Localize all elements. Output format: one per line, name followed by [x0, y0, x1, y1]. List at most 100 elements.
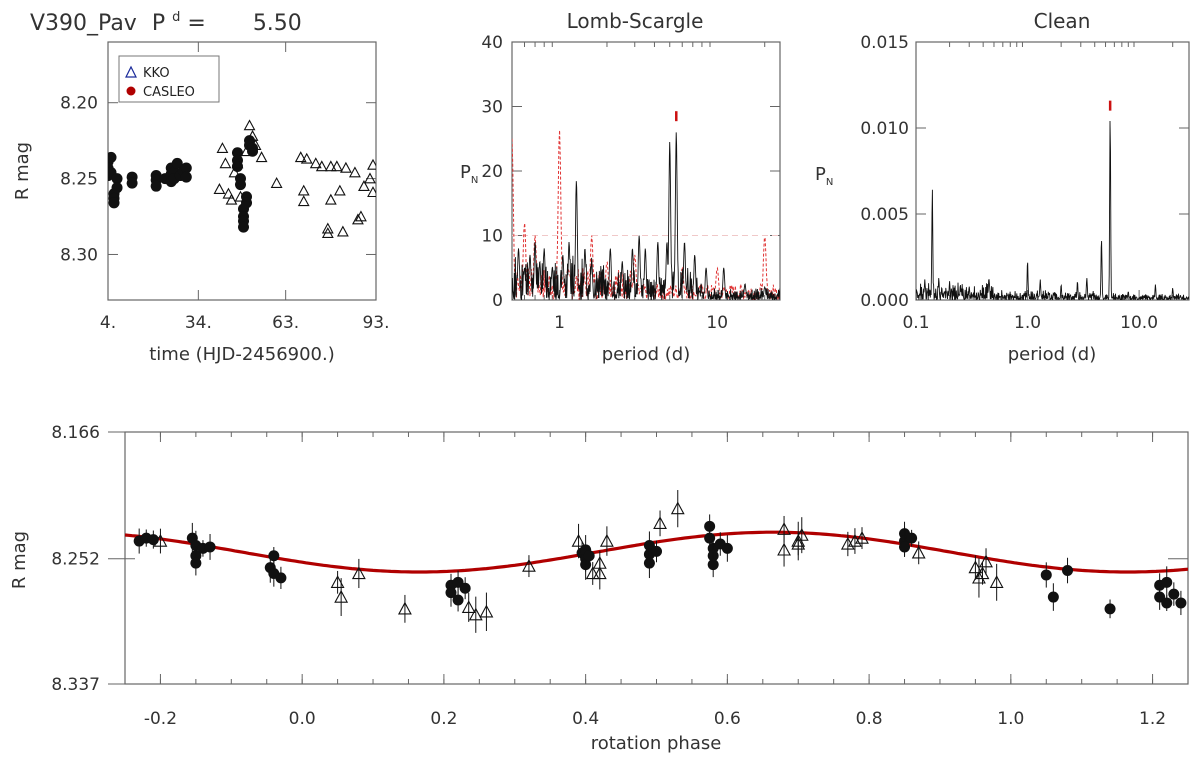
casleo-phase-point: [1161, 597, 1173, 609]
kko-point: [336, 225, 349, 237]
casleo-point: [111, 173, 123, 185]
light-curve-ytick-label: 8.30: [60, 245, 98, 265]
kko-point: [228, 166, 241, 178]
casleo-phase-point: [1040, 569, 1052, 581]
casleo-phase-point: [147, 534, 159, 546]
light-curve-xlabel: time (HJD-2456900.): [149, 344, 335, 365]
kko-phase-point: [599, 533, 614, 547]
casleo-phase-point: [445, 587, 457, 599]
kko-phase-point: [571, 533, 586, 547]
lomb-scargle-ytick-label: 30: [481, 98, 503, 118]
lomb-scargle-ytick-label: 0: [492, 291, 503, 311]
kko-phase-point: [972, 570, 986, 584]
phase-xtick-label: -0.2: [144, 709, 177, 729]
kko-point: [333, 184, 346, 196]
casleo-phase-point: [643, 557, 655, 569]
clean-xtick-label: 10.0: [1120, 313, 1158, 333]
legend-box: [118, 55, 220, 103]
light-curve-xtick-label: 63.: [272, 313, 299, 333]
kko-point: [225, 193, 238, 205]
lomb-scargle-xlabel: period (d): [602, 344, 691, 365]
lomb-scargle-ytick-label: 40: [481, 33, 503, 53]
kko-phase-point: [911, 545, 926, 559]
kko-point: [367, 186, 376, 198]
clean-xtick-label: 0.1: [902, 313, 929, 333]
kko-point: [234, 190, 247, 202]
casleo-phase-point: [459, 582, 471, 594]
kko-phase-point: [479, 604, 494, 618]
kko-point: [219, 157, 232, 169]
kko-phase-point: [979, 554, 993, 568]
casleo-phase-point: [1062, 565, 1074, 577]
light-curve-xtick-label: 93.: [362, 313, 389, 333]
clean-title: Clean: [1034, 9, 1091, 33]
lomb-scargle-ytick-label: 10: [481, 227, 503, 247]
kko-point: [348, 166, 361, 178]
legend-label-kko: KKO: [143, 66, 170, 81]
casleo-point: [180, 171, 192, 183]
kko-point: [321, 227, 334, 239]
kko-phase-point: [670, 501, 685, 515]
kko-point: [358, 180, 370, 191]
casleo-phase-point: [1047, 591, 1059, 603]
light-curve-panel: V390_Pav P d = 5.50 4. 34. 63. 93. 8.20 8.25 8…: [12, 2, 390, 365]
kko-point: [240, 145, 253, 157]
lomb-scargle-panel: Lomb-Scargle 1 10 0 10 20 30 40 PN period (d): [460, 9, 781, 365]
clean-frame: [915, 41, 1190, 301]
clean-xtick-label: 1.0: [1014, 313, 1041, 333]
kko-point: [216, 142, 229, 154]
phase-xtick-label: 1.2: [1139, 709, 1166, 729]
casleo-phase-point: [583, 550, 595, 562]
kko-point: [294, 151, 307, 163]
casleo-point: [180, 162, 192, 174]
casleo-point: [108, 197, 120, 209]
kko-phase-point: [522, 558, 536, 572]
lomb-scargle-xtick-label: 10: [706, 313, 728, 333]
light-curve-ylabel: R mag: [12, 142, 33, 200]
kko-phase-point: [989, 575, 1004, 588]
kko-point: [309, 157, 322, 169]
kko-phase-point: [334, 589, 349, 603]
kko-phase-point: [777, 542, 791, 556]
casleo-phase-point: [1175, 597, 1187, 609]
phase-xtick-label: 0.2: [430, 709, 457, 729]
kko-phase-point: [461, 600, 476, 614]
kko-point: [300, 152, 313, 164]
casleo-point: [150, 180, 162, 192]
casleo-point: [247, 142, 259, 154]
kko-phase-point: [855, 530, 869, 544]
kko-phase-point: [791, 536, 806, 550]
casleo-phase-point: [1168, 588, 1180, 600]
phase-xtick-label: 0.6: [714, 709, 741, 729]
kko-phase-point: [968, 560, 983, 574]
casleo-point: [108, 151, 117, 163]
casleo-phase-point: [268, 550, 280, 562]
casleo-phase-point: [1104, 603, 1116, 615]
kko-phase-point: [398, 601, 412, 615]
kko-phase-point: [653, 516, 667, 530]
kko-point: [324, 193, 337, 205]
kko-point: [324, 160, 337, 172]
phase-ytick-label: 8.337: [51, 675, 100, 695]
clean-ylabel: PN: [815, 164, 833, 188]
casleo-phase-point: [452, 594, 464, 606]
kko-point: [297, 195, 310, 207]
kko-point: [352, 213, 364, 225]
phase-ytick-label: 8.166: [51, 423, 100, 443]
casleo-phase-point: [704, 532, 716, 544]
casleo-phase-point: [204, 541, 216, 553]
casleo-phase-point: [275, 572, 287, 584]
casleo-point: [111, 182, 123, 194]
kko-point: [270, 176, 283, 188]
kko-point: [315, 160, 328, 172]
kko-phase-point: [585, 566, 600, 580]
kko-point: [246, 129, 259, 141]
light-curve-title: V390_Pav P d = 5.50: [30, 2, 302, 36]
clean-ytick-label: 0.015: [860, 33, 909, 53]
kko-phase-point: [794, 528, 809, 541]
kko-point: [249, 139, 262, 150]
kko-phase-point: [330, 575, 345, 588]
